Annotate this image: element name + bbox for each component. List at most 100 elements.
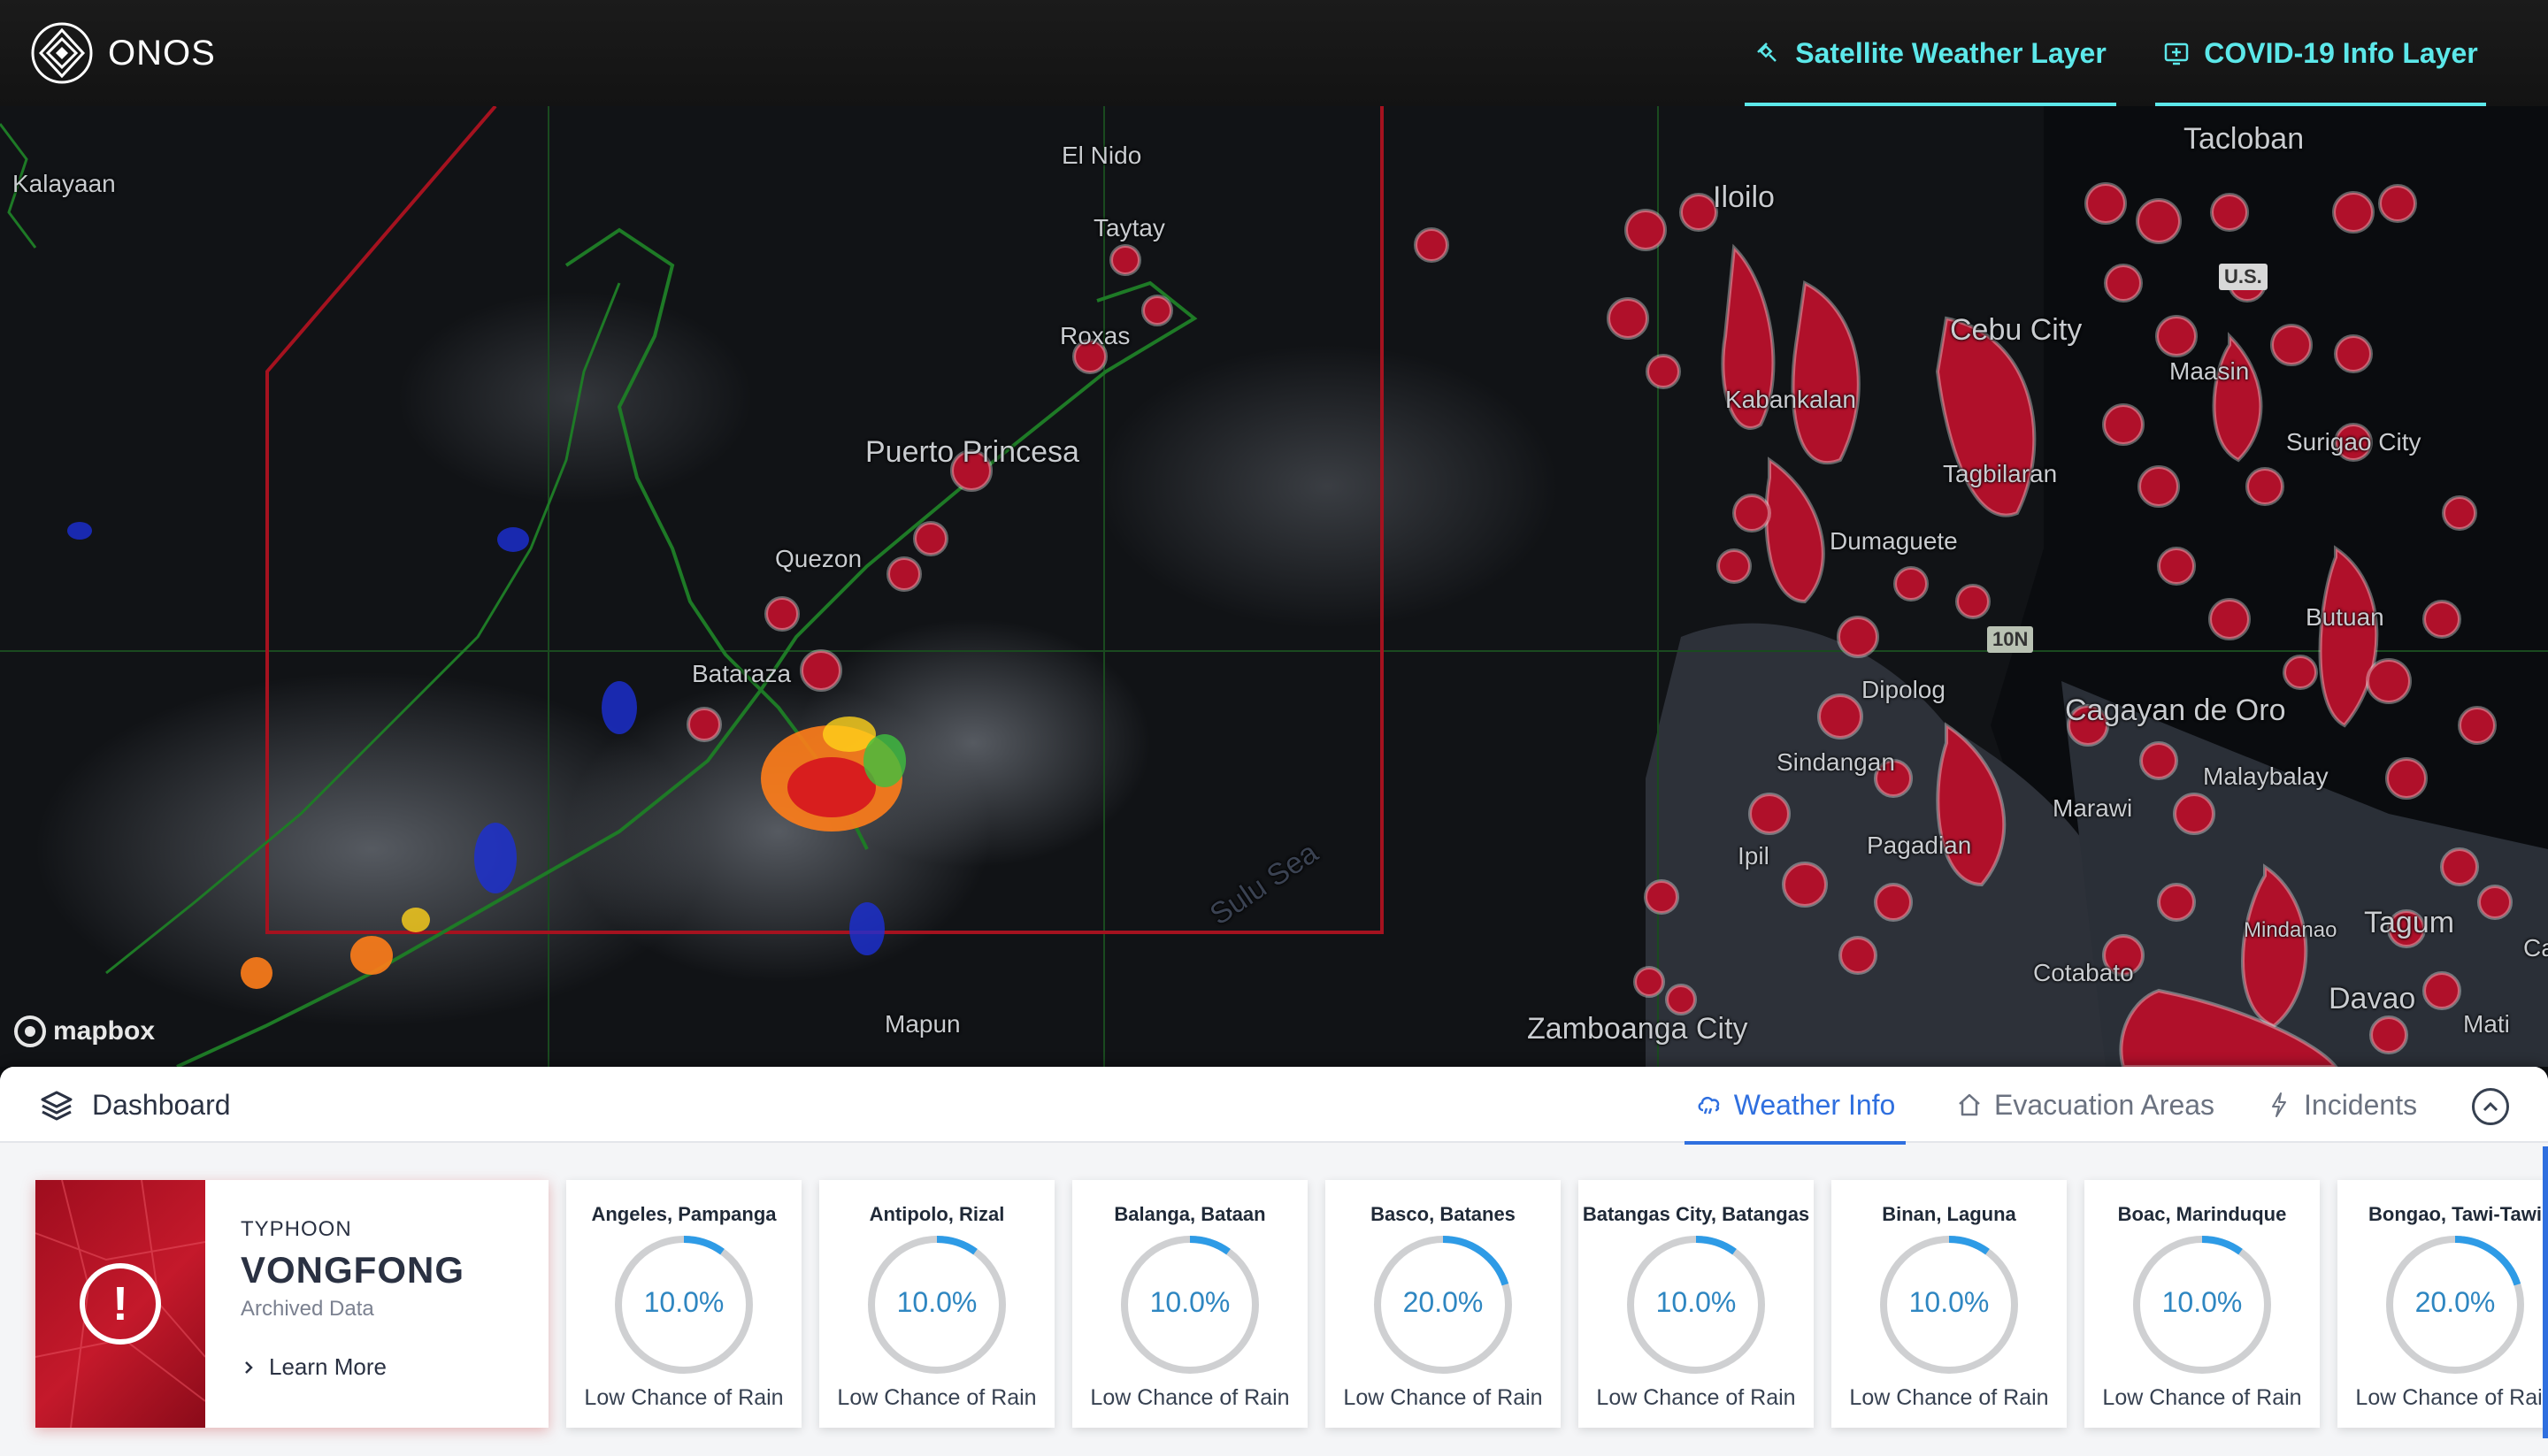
- satellite-weather-layer-tab[interactable]: Satellite Weather Layer: [1745, 0, 2116, 106]
- rain-chance-percent: 10.0%: [1149, 1286, 1231, 1318]
- weather-card[interactable]: Angeles, Pampanga 10.0% Low Chance of Rain: [566, 1180, 802, 1428]
- tab-evacuation-areas[interactable]: Evacuation Areas: [1955, 1067, 2221, 1143]
- cloud-cover: [35, 292, 1557, 1026]
- place-label: Maasin: [2169, 357, 2250, 385]
- learn-more-label: Learn More: [269, 1353, 387, 1380]
- zone-badge: 10N: [1987, 626, 2034, 653]
- typhoon-type: TYPHOON: [241, 1217, 352, 1241]
- place-label: Sindangan: [1777, 748, 1895, 776]
- collapse-panel-button[interactable]: [2472, 1088, 2509, 1125]
- rain-chance-description: Low Chance of Rain: [2355, 1385, 2548, 1410]
- rain-chance-description: Low Chance of Rain: [1596, 1385, 1796, 1410]
- brand[interactable]: ONOS: [30, 21, 216, 85]
- rain-chance-ring: [1627, 1236, 1765, 1374]
- tab-weather-info[interactable]: Weather Info: [1685, 1067, 1906, 1145]
- learn-more-link[interactable]: Learn More: [241, 1353, 464, 1381]
- rain-cells: [67, 522, 906, 989]
- scrollbar[interactable]: [2543, 1146, 2548, 1438]
- place-label: Puerto Princesa: [865, 435, 1079, 469]
- mapbox-logo-icon: [14, 1015, 46, 1047]
- rain-chance-description: Low Chance of Rain: [837, 1385, 1037, 1410]
- zone-badge: U.S.: [2219, 264, 2268, 290]
- ring-progress: [1627, 1236, 1765, 1374]
- place-label: Dipolog: [1861, 676, 1946, 703]
- top-bar: ONOS Satellite Weather Layer COVID-19 In…: [0, 0, 2548, 106]
- mapbox-text: mapbox: [53, 1016, 156, 1046]
- rain-chance-percent: 10.0%: [1655, 1286, 1737, 1318]
- place-label: Mati: [2463, 1010, 2510, 1038]
- weather-location: Batangas City, Batangas: [1582, 1203, 1810, 1225]
- info-plus-icon: [2165, 42, 2189, 65]
- home-icon: [1959, 1093, 1980, 1116]
- typhoon-info: TYPHOON VONGFONG Archived Data Learn Mor…: [205, 1180, 464, 1428]
- rain-chance-percent: 20.0%: [1402, 1286, 1484, 1318]
- tab-underline: [1745, 103, 2116, 106]
- lightning-icon: [2272, 1092, 2286, 1117]
- tab-incidents-label: Incidents: [2304, 1088, 2418, 1121]
- rain-chance-percent: 10.0%: [643, 1286, 725, 1318]
- place-label: Bataraza: [692, 660, 792, 687]
- rain-chance-ring: [1880, 1236, 2018, 1374]
- place-label: El Nido: [1062, 142, 1142, 169]
- cloud-rain-icon: [1698, 1096, 1719, 1115]
- place-label: Davao: [2329, 982, 2416, 1015]
- ring-progress: [1374, 1236, 1512, 1374]
- weather-card[interactable]: Basco, Batanes 20.0% Low Chance of Rain: [1325, 1180, 1561, 1428]
- weather-card[interactable]: Balanga, Bataan 10.0% Low Chance of Rain: [1072, 1180, 1308, 1428]
- mapbox-attribution[interactable]: mapbox: [14, 1012, 155, 1051]
- tab-incidents[interactable]: Incidents: [2265, 1067, 2424, 1143]
- place-label: Quezon: [775, 545, 863, 572]
- rain-chance-ring: [615, 1236, 753, 1374]
- map-graphics: [0, 106, 2548, 1067]
- satellite-weather-layer-label: Satellite Weather Layer: [1795, 36, 2107, 69]
- weather-card[interactable]: Boac, Marinduque 10.0% Low Chance of Rain: [2084, 1180, 2320, 1428]
- typhoon-status: Archived Data: [241, 1297, 374, 1321]
- ring-progress: [2386, 1236, 2524, 1374]
- place-label: Kabankalan: [1725, 386, 1856, 413]
- tab-underline: [1685, 1141, 1906, 1145]
- alert-icon: !: [80, 1263, 161, 1345]
- weather-card[interactable]: Batangas City, Batangas 10.0% Low Chance o…: [1578, 1180, 1814, 1428]
- covid-info-layer-tab[interactable]: COVID-19 Info Layer: [2155, 0, 2486, 106]
- place-label: Tagbilaran: [1943, 460, 2058, 487]
- place-label: Malaybalay: [2203, 762, 2329, 790]
- place-label: Ipil: [1738, 842, 1769, 870]
- weather-location: Angeles, Pampanga: [591, 1203, 777, 1225]
- place-label: Roxas: [1060, 322, 1131, 349]
- weather-location: Bongao, Tawi-Tawi: [2368, 1203, 2542, 1225]
- dashboard-header: Dashboard Weather Info Evacuation Areas: [0, 1067, 2548, 1145]
- weather-card[interactable]: Antipolo, Rizal 10.0% Low Chance of Rain: [819, 1180, 1055, 1428]
- weather-location: Boac, Marinduque: [2117, 1203, 2287, 1225]
- place-label: Ca: [2523, 934, 2548, 962]
- dashboard-panel: Dashboard Weather Info Evacuation Areas: [0, 1067, 2548, 1456]
- weather-card[interactable]: Bongao, Tawi-Tawi 20.0% Low Chance of Rain: [2337, 1180, 2548, 1428]
- chevron-right-icon: [245, 1360, 253, 1374]
- weather-card[interactable]: Binan, Laguna 10.0% Low Chance of Rain: [1831, 1180, 2067, 1428]
- satellite-icon: [1757, 42, 1777, 62]
- place-label: Zamboanga City: [1527, 1012, 1748, 1046]
- tab-evacuation-areas-label: Evacuation Areas: [1994, 1088, 2215, 1121]
- rain-chance-percent: 20.0%: [2414, 1286, 2496, 1318]
- place-label: Cebu City: [1950, 313, 2083, 347]
- ring-progress: [868, 1236, 1006, 1374]
- place-label: Taytay: [1094, 214, 1165, 241]
- rain-chance-description: Low Chance of Rain: [2102, 1385, 2302, 1410]
- weather-location: Binan, Laguna: [1882, 1203, 2016, 1225]
- layers-icon: [41, 1091, 73, 1121]
- typhoon-map-thumbnail: !: [35, 1180, 205, 1428]
- map-canvas[interactable]: Kalayaan El Nido Taytay Roxas Puerto Pri…: [0, 106, 2548, 1067]
- rain-chance-description: Low Chance of Rain: [584, 1385, 784, 1410]
- typhoon-card[interactable]: ! TYPHOON VONGFONG Archived Data Learn M…: [35, 1180, 549, 1428]
- rain-chance-ring: [2386, 1236, 2524, 1374]
- place-label: Tacloban: [2183, 122, 2305, 156]
- rain-chance-ring: [868, 1236, 1006, 1374]
- weather-location: Antipolo, Rizal: [869, 1203, 1005, 1225]
- onos-logo-icon: [31, 22, 93, 84]
- place-label: Cagayan de Oro: [2065, 694, 2286, 727]
- dashboard-title[interactable]: Dashboard: [39, 1083, 231, 1127]
- rain-chance-percent: 10.0%: [896, 1286, 978, 1318]
- place-label: Iloilo: [1713, 180, 1775, 214]
- place-label: Mindanao: [2244, 918, 2337, 942]
- ring-progress: [615, 1236, 753, 1374]
- typhoon-name: VONGFONG: [241, 1249, 465, 1291]
